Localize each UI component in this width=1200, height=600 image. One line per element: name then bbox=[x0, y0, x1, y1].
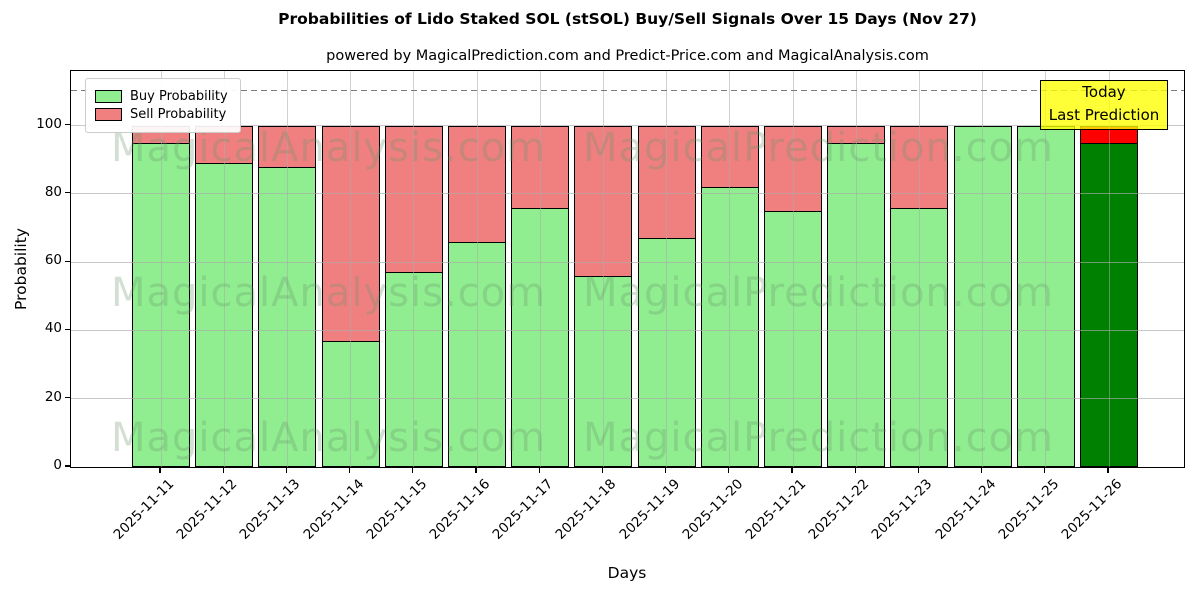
today-annotation-line2: Last Prediction bbox=[1048, 106, 1160, 124]
legend-entry-buy: Buy Probability bbox=[95, 89, 228, 104]
y-tick-label: 80 bbox=[44, 183, 62, 200]
y-tick-label: 20 bbox=[44, 388, 62, 405]
x-tick-mark bbox=[728, 468, 730, 473]
y-tick-mark bbox=[65, 465, 70, 467]
y-tick-mark bbox=[65, 260, 70, 262]
gridline-vertical bbox=[350, 71, 352, 467]
gridline-vertical bbox=[666, 71, 668, 467]
x-tick-mark bbox=[917, 468, 919, 473]
gridline-vertical bbox=[792, 71, 794, 467]
gridline-horizontal bbox=[71, 193, 1184, 195]
x-tick-mark bbox=[981, 468, 983, 473]
x-tick-mark bbox=[854, 468, 856, 473]
today-annotation: Today Last Prediction bbox=[1040, 80, 1168, 130]
gridline-vertical bbox=[729, 71, 731, 467]
plot-area: Buy Probability Sell Probability Today L… bbox=[70, 70, 1185, 468]
gridline-horizontal bbox=[71, 398, 1184, 400]
gridline-vertical bbox=[286, 71, 288, 467]
y-tick-label: 100 bbox=[36, 115, 62, 132]
x-tick-mark bbox=[601, 468, 603, 473]
gridline-vertical bbox=[602, 71, 604, 467]
y-tick-label: 40 bbox=[44, 320, 62, 337]
buy-swatch bbox=[95, 90, 122, 103]
x-tick-mark bbox=[1044, 468, 1046, 473]
legend-entry-sell: Sell Probability bbox=[95, 107, 228, 122]
sell-swatch bbox=[95, 108, 122, 121]
x-tick-mark bbox=[285, 468, 287, 473]
gridline-vertical bbox=[918, 71, 920, 467]
x-tick-mark bbox=[222, 468, 224, 473]
x-axis-label: Days bbox=[607, 564, 647, 582]
gridline-vertical bbox=[1045, 71, 1047, 467]
x-tick-mark bbox=[349, 468, 351, 473]
y-tick-label: 60 bbox=[44, 252, 62, 269]
x-tick-mark bbox=[665, 468, 667, 473]
x-tick-mark bbox=[412, 468, 414, 473]
gridline-vertical bbox=[413, 71, 415, 467]
x-tick-mark bbox=[159, 468, 161, 473]
x-tick-mark bbox=[538, 468, 540, 473]
gridline-vertical bbox=[160, 71, 162, 467]
gridline-vertical bbox=[1108, 71, 1110, 467]
x-tick-mark bbox=[1107, 468, 1109, 473]
gridline-vertical bbox=[855, 71, 857, 467]
chart-subtitle: powered by MagicalPrediction.com and Pre… bbox=[326, 48, 929, 64]
legend-buy-label: Buy Probability bbox=[130, 89, 228, 104]
gridline-horizontal bbox=[71, 329, 1184, 331]
y-tick-mark bbox=[65, 124, 70, 126]
gridline-vertical bbox=[539, 71, 541, 467]
y-tick-label: 0 bbox=[53, 457, 62, 473]
y-tick-mark bbox=[65, 192, 70, 194]
gridline-vertical bbox=[223, 71, 225, 467]
y-tick-mark bbox=[65, 397, 70, 399]
x-tick-mark bbox=[791, 468, 793, 473]
y-axis-label: Probability bbox=[12, 228, 30, 310]
chart-title: Probabilities of Lido Staked SOL (stSOL)… bbox=[278, 10, 977, 28]
gridline-horizontal bbox=[71, 125, 1184, 127]
legend-sell-label: Sell Probability bbox=[130, 107, 227, 122]
today-annotation-line1: Today bbox=[1082, 83, 1126, 101]
legend: Buy Probability Sell Probability bbox=[85, 78, 241, 133]
dashed-reference-line bbox=[71, 89, 1184, 92]
x-tick-mark bbox=[475, 468, 477, 473]
gridline-vertical bbox=[476, 71, 478, 467]
gridline-horizontal bbox=[71, 261, 1184, 263]
y-tick-mark bbox=[65, 328, 70, 330]
gridline-vertical bbox=[982, 71, 984, 467]
